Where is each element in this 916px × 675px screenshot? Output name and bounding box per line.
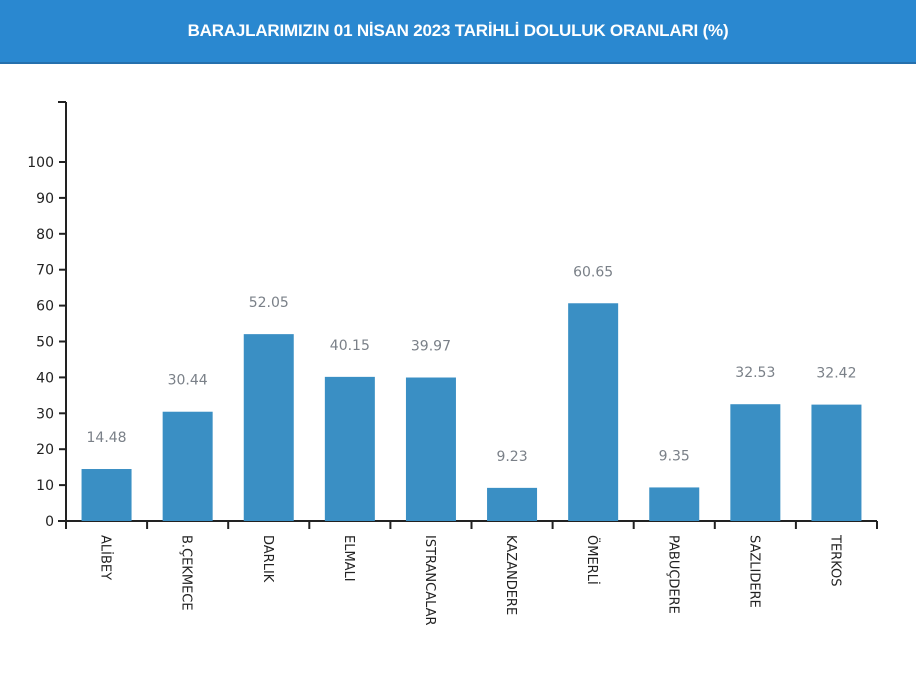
y-tick-label: 0 (45, 514, 54, 530)
chart-title: BARAJLARIMIZIN 01 NİSAN 2023 TARİHLİ DOL… (187, 21, 729, 40)
category-label: KAZANDERE (503, 535, 518, 615)
bar-group: 52.05 DARLIK (243, 295, 294, 583)
bar-group: 40.15 ELMALI (324, 338, 375, 582)
bar (487, 487, 538, 521)
bar-value-label: 52.05 (249, 295, 289, 311)
y-axis: 0 10 20 30 40 50 60 70 80 90 100 (27, 101, 67, 530)
bar-group: 32.53 SAZLIDERE (730, 365, 781, 608)
y-tick-label: 80 (36, 227, 54, 243)
bar (81, 469, 132, 521)
y-tick-label: 10 (36, 478, 54, 494)
bar-value-label: 9.23 (496, 449, 527, 465)
bar (405, 377, 456, 521)
category-label: TERKOS (827, 534, 842, 587)
bar (568, 303, 619, 521)
category-label: B.ÇEKMECE (179, 535, 194, 611)
bar-value-label: 9.35 (659, 448, 690, 464)
bar-group: 30.44 B.ÇEKMECE (162, 373, 213, 611)
bar-value-label: 14.48 (87, 430, 127, 446)
y-tick-label: 40 (36, 370, 54, 386)
category-label: SAZLIDERE (746, 535, 761, 608)
y-tick-label: 30 (36, 406, 54, 422)
category-label: ALİBEY (98, 535, 114, 580)
x-axis (58, 520, 878, 529)
bar-group: 9.35 PABUÇDERE (649, 448, 700, 614)
category-label: PABUÇDERE (665, 535, 680, 614)
bars: 14.48 ALİBEY 30.44 B.ÇEKMECE 52.05 DARLIK 40.1… (81, 264, 862, 626)
bar (324, 376, 375, 521)
y-tick-label: 50 (36, 335, 54, 351)
category-label: ISTRANCALAR (422, 535, 437, 626)
bar-value-label: 39.97 (411, 339, 451, 355)
bar-value-label: 60.65 (573, 264, 613, 280)
y-tick-label: 100 (27, 155, 54, 171)
chart-header: BARAJLARIMIZIN 01 NİSAN 2023 TARİHLİ DOL… (0, 0, 916, 64)
bar (162, 411, 213, 521)
y-tick-label: 60 (36, 299, 54, 315)
bar-value-label: 32.42 (816, 366, 856, 382)
bar (243, 334, 294, 521)
bar-group: 39.97 ISTRANCALAR (405, 339, 456, 626)
category-label: ELMALI (341, 535, 356, 582)
bar-group: 14.48 ALİBEY (81, 430, 132, 580)
category-label: DARLIK (260, 535, 275, 583)
category-label: ÖMERLİ (584, 535, 601, 585)
y-tick-label: 70 (36, 263, 54, 279)
y-tick-label: 20 (36, 442, 54, 458)
bar-group: 9.23 KAZANDERE (487, 449, 538, 615)
bar-value-label: 40.15 (330, 338, 370, 354)
bar (811, 404, 862, 521)
bar-group: 32.42 TERKOS (811, 366, 862, 587)
bar-value-label: 30.44 (168, 373, 208, 389)
y-tick-label: 90 (36, 191, 54, 207)
bar (730, 404, 781, 521)
bar-group: 60.65 ÖMERLİ (568, 264, 619, 585)
bar-value-label: 32.53 (735, 365, 775, 381)
bar (649, 487, 700, 521)
